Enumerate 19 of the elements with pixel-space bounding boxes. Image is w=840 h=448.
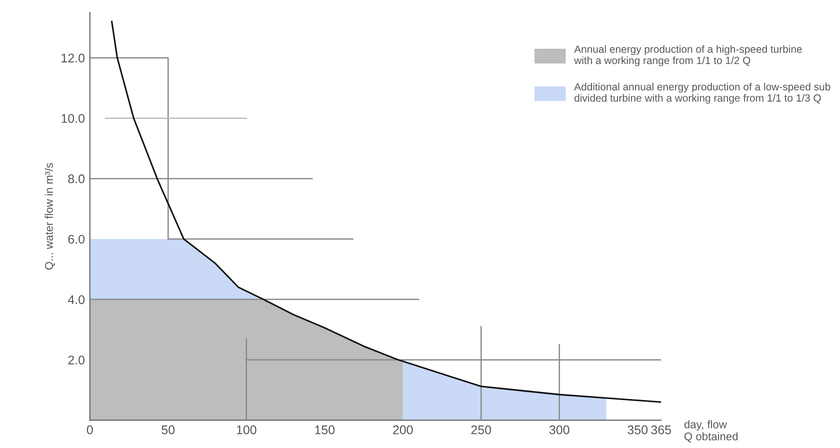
- legend-label: Additional annual energy production of a low-speed sub divided turbine with a working range from 1/1 to 1/3 Q: [574, 82, 830, 104]
- x-tick-label: 300: [549, 425, 570, 434]
- x-tick-label: 150: [315, 425, 335, 434]
- x-tick-label: 100: [236, 425, 256, 434]
- y-tick-label: 2.0: [68, 356, 85, 364]
- legend-label: Annual energy production of a high-speed turbine with a working range from 1/1 to 1/2 Q: [574, 45, 802, 66]
- x-axis-title: day, flow Q obtained: [684, 420, 738, 442]
- y-axis-title: Q... water flow in m³/s: [44, 163, 55, 270]
- y-tick-label: 10.0: [62, 114, 85, 123]
- x-tick-label: 200: [393, 425, 413, 434]
- x-tick-label: 350: [628, 425, 648, 434]
- y-tick-label: 4.0: [68, 295, 85, 304]
- x-tick-label: 0: [86, 425, 93, 434]
- x-tick-label: 365: [651, 425, 671, 434]
- y-tick-label: 8.0: [68, 174, 85, 184]
- x-tick-label: 50: [162, 425, 175, 434]
- x-tick-label: 250: [471, 425, 492, 434]
- y-tick-label: 6.0: [68, 234, 85, 244]
- y-tick-label: 12.0: [62, 54, 85, 62]
